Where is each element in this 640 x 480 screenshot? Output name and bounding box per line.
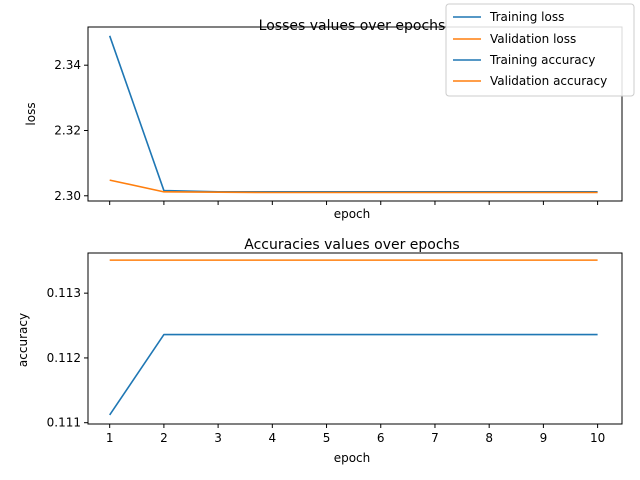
accuracy-subplot: Accuracies values over epochs 0.111 0.112… — [16, 237, 623, 465]
legend-label: Training accuracy — [489, 53, 595, 67]
y-tick-label: 0.113 — [47, 286, 81, 300]
x-tick-label: 7 — [431, 431, 439, 445]
x-tick-label: 2 — [160, 431, 168, 445]
y-tick-label: 2.34 — [54, 58, 81, 72]
x-tick-label: 9 — [540, 431, 548, 445]
loss-chart-title: Losses values over epochs — [259, 18, 446, 34]
x-tick-label: 10 — [590, 431, 605, 445]
loss-ticks: 2.30 2.32 2.34 — [54, 58, 599, 205]
legend-label: Validation accuracy — [490, 74, 607, 88]
accuracy-chart-title: Accuracies values over epochs — [244, 237, 459, 253]
validation-loss-line — [109, 179, 598, 194]
x-tick-label: 4 — [269, 431, 277, 445]
accuracy-lines — [109, 259, 598, 416]
accuracy-ticks: 0.111 0.112 0.113 1 2 3 4 5 6 7 8 9 10 — [47, 286, 606, 445]
training-accuracy-line — [109, 333, 598, 416]
x-tick-label: 5 — [323, 431, 331, 445]
y-tick-label: 0.112 — [47, 351, 81, 365]
loss-lines — [108, 35, 598, 194]
accuracy-plot-frame — [87, 252, 623, 425]
legend: Training loss Validation loss Training a… — [445, 3, 635, 97]
loss-x-axis-label: epoch — [334, 207, 371, 221]
loss-plot-frame — [87, 26, 623, 202]
x-tick-label: 6 — [377, 431, 385, 445]
accuracy-y-axis-label: accuracy — [16, 313, 30, 367]
legend-entry: Training accuracy — [453, 53, 595, 67]
legend-entry: Validation accuracy — [453, 74, 607, 88]
legend-entry: Training loss — [453, 10, 564, 24]
y-tick-label: 0.111 — [47, 416, 81, 430]
legend-label: Validation loss — [490, 32, 576, 46]
legend-entry: Validation loss — [453, 32, 576, 46]
legend-box — [445, 3, 635, 97]
legend-label: Training loss — [489, 10, 564, 24]
loss-y-axis-label: loss — [24, 102, 38, 125]
loss-subplot: Losses values over epochs 2.30 2.32 2.34 e… — [24, 18, 623, 221]
x-tick-label: 8 — [485, 431, 493, 445]
y-tick-label: 2.32 — [54, 123, 81, 137]
x-tick-label: 1 — [106, 431, 114, 445]
accuracy-x-axis-label: epoch — [334, 451, 371, 465]
y-tick-label: 2.30 — [54, 189, 81, 203]
x-tick-label: 3 — [214, 431, 222, 445]
